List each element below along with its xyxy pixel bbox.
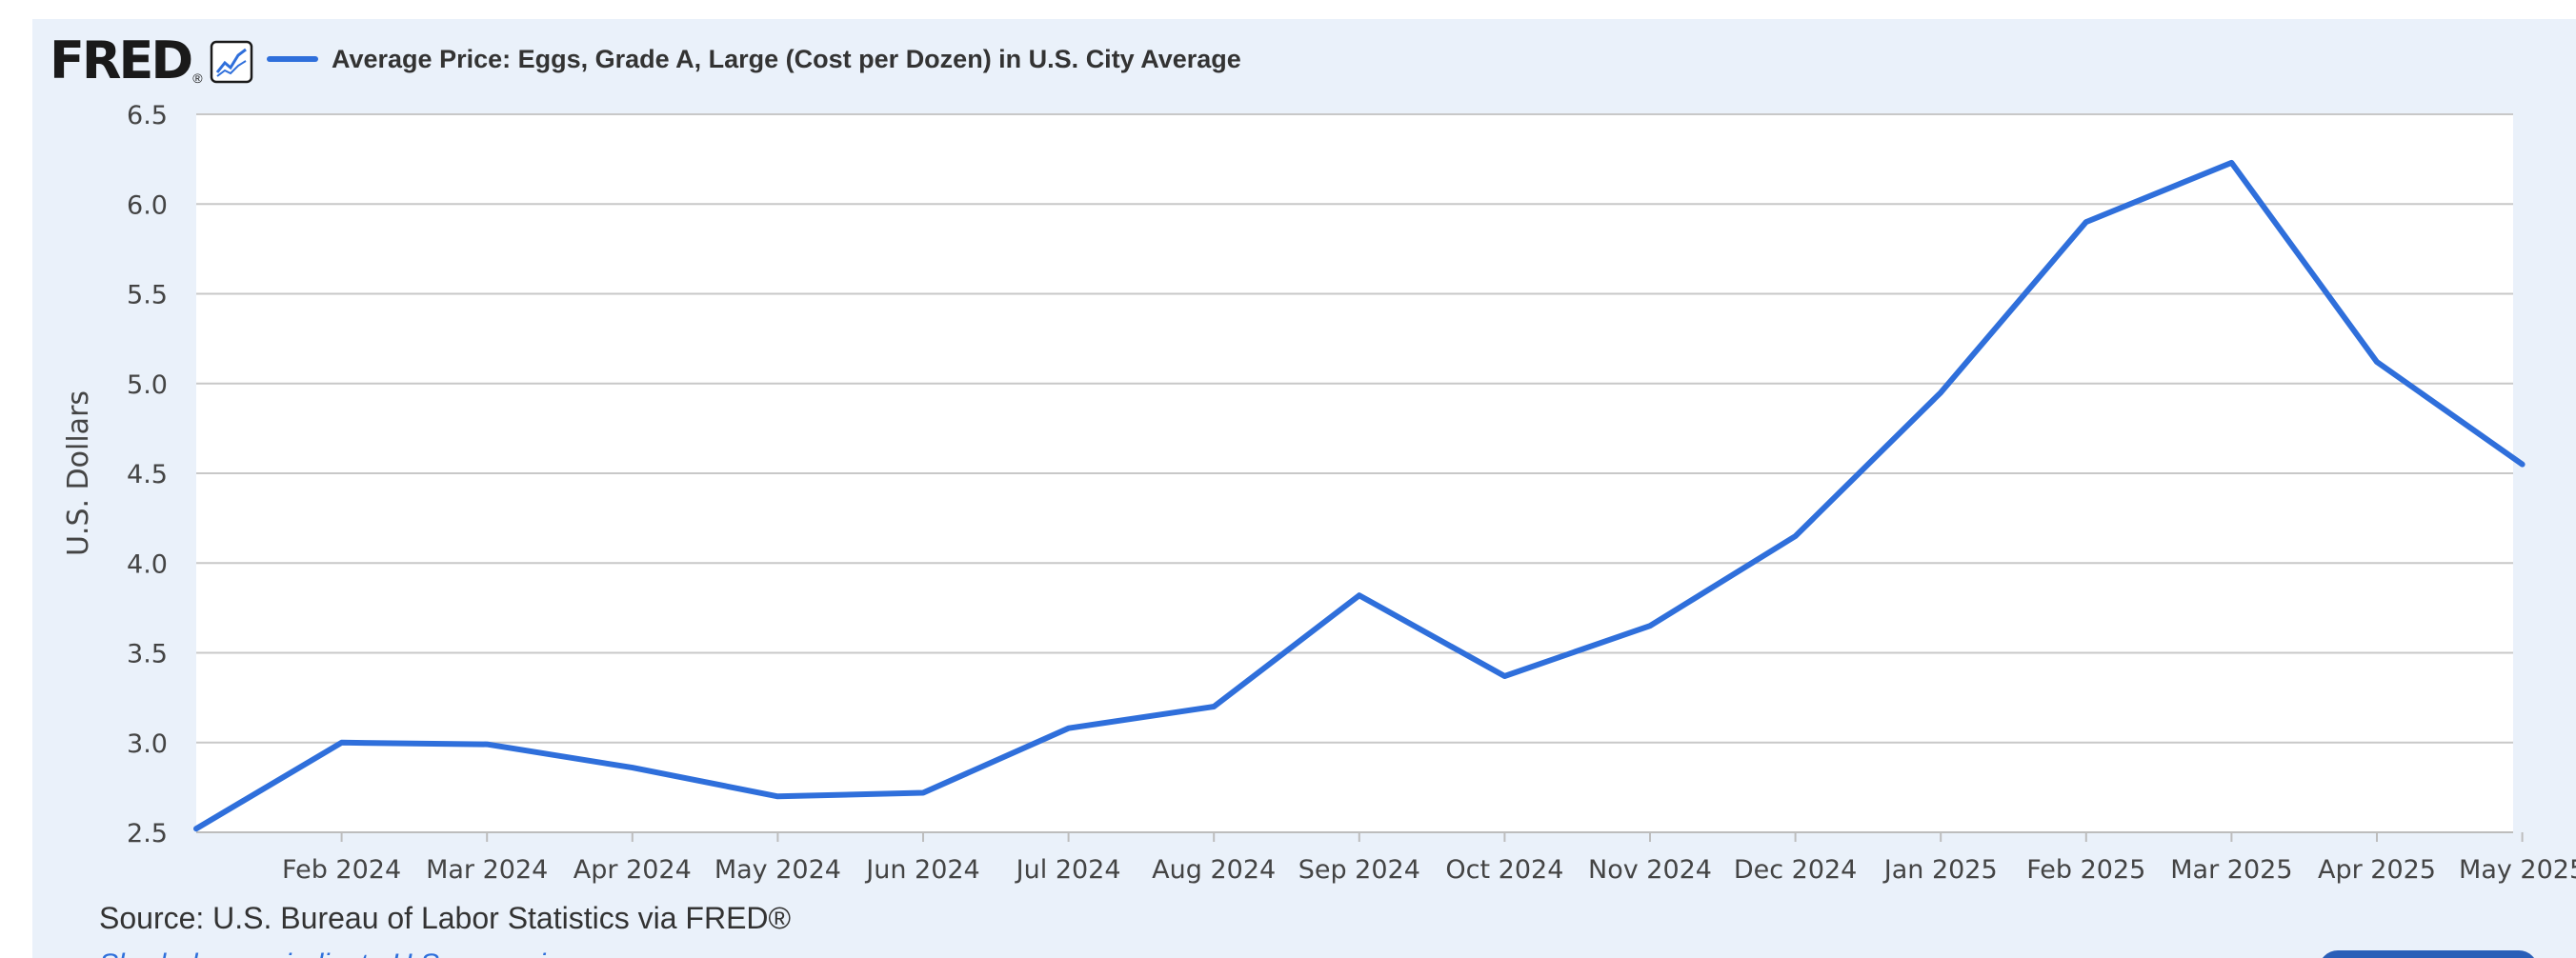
legend-series-swatch: [267, 56, 318, 62]
y-tick-label: 6.5: [127, 101, 168, 130]
y-tick-label: 6.0: [127, 190, 168, 220]
fred-logo-text: FRED: [50, 30, 193, 90]
line-chart: 2.5 3.0 3.5 4.0 4.5 5.0 5.5 6.0 6.5 Feb 2024 Mar …: [62, 101, 2576, 885]
y-tick-label: 2.5: [127, 819, 168, 848]
x-tick-label: Oct 2024: [1445, 855, 1563, 885]
y-tick-label: 3.5: [127, 640, 168, 669]
series-line: [193, 159, 2526, 832]
chart-panel: FRED ® Average Price: Eggs, Grade A, Lar…: [32, 19, 2576, 958]
y-tick-label: 5.5: [127, 281, 168, 310]
x-tick-label: Jan 2025: [1882, 855, 1998, 885]
x-tick-label: Mar 2024: [426, 855, 548, 885]
x-tick-label: Jun 2024: [864, 855, 979, 885]
x-tick-label: Feb 2025: [2026, 855, 2145, 885]
y-axis-tick-labels: 2.5 3.0 3.5 4.0 4.5 5.0 5.5 6.0 6.5: [127, 101, 168, 848]
y-tick-label: 4.5: [127, 460, 168, 489]
fred-logo-registered-mark: ®: [192, 70, 203, 86]
x-tick-label: Jul 2024: [1015, 855, 1121, 885]
x-tick-label: Apr 2024: [574, 855, 692, 885]
x-tick-label: Aug 2024: [1152, 855, 1276, 885]
y-tick-label: 4.0: [127, 549, 168, 579]
y-tick-label: 3.0: [127, 729, 168, 759]
chart-legend: Average Price: Eggs, Grade A, Large (Cos…: [267, 40, 1241, 78]
legend-series-label: Average Price: Eggs, Grade A, Large (Cos…: [332, 44, 1241, 73]
fred-logo[interactable]: FRED ®: [50, 32, 203, 90]
x-tick-label: Dec 2024: [1734, 855, 1858, 885]
y-tick-label: 5.0: [127, 370, 168, 400]
source-note: Source: U.S. Bureau of Labor Statistics …: [99, 901, 792, 935]
x-axis-tick-labels: Feb 2024 Mar 2024 Apr 2024 May 2024 Jun 2024…: [282, 832, 2576, 885]
x-tick-label: Apr 2025: [2318, 855, 2436, 885]
x-tick-label: May 2025: [2459, 855, 2576, 885]
recession-note-link[interactable]: Shaded areas indicate U.S. recessions: [99, 948, 592, 958]
x-tick-label: Sep 2024: [1298, 855, 1420, 885]
x-tick-label: Nov 2024: [1588, 855, 1712, 885]
share-button[interactable]: [2319, 950, 2538, 958]
series-layer: [193, 159, 2526, 832]
x-tick-label: Feb 2024: [282, 855, 401, 885]
x-tick-label: May 2024: [714, 855, 841, 885]
graph-icon[interactable]: [210, 40, 253, 84]
x-tick-label: Mar 2025: [2170, 855, 2292, 885]
y-axis-label: U.S. Dollars: [62, 390, 95, 556]
